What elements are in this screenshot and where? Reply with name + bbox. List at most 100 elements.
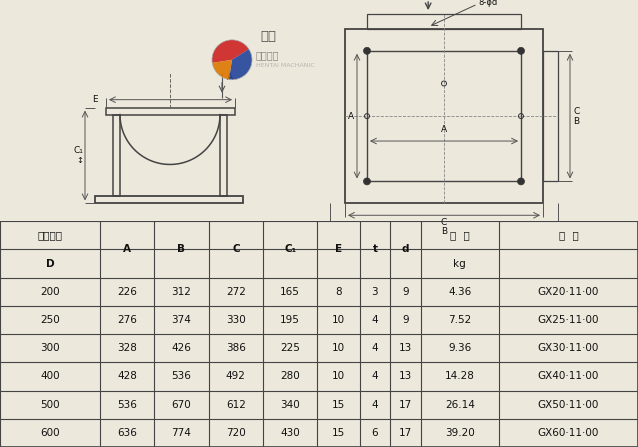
Text: 螺旋直徑: 螺旋直徑 bbox=[38, 230, 63, 240]
Text: 600: 600 bbox=[40, 428, 60, 438]
Text: HENTAI MACHANIC: HENTAI MACHANIC bbox=[256, 63, 315, 68]
Text: C: C bbox=[232, 245, 240, 254]
Text: 430: 430 bbox=[280, 428, 300, 438]
Text: 612: 612 bbox=[226, 400, 246, 409]
Text: 340: 340 bbox=[280, 400, 300, 409]
Text: B: B bbox=[441, 227, 447, 236]
Text: 492: 492 bbox=[226, 371, 246, 381]
Text: 250: 250 bbox=[40, 315, 60, 325]
Text: 312: 312 bbox=[172, 287, 191, 297]
Text: GX60·11·00: GX60·11·00 bbox=[538, 428, 599, 438]
Text: 15: 15 bbox=[332, 428, 345, 438]
Text: GX25·11·00: GX25·11·00 bbox=[538, 315, 599, 325]
Polygon shape bbox=[229, 49, 252, 80]
Text: D: D bbox=[46, 259, 54, 269]
Text: 17: 17 bbox=[399, 400, 412, 409]
Circle shape bbox=[364, 178, 371, 185]
Text: 4: 4 bbox=[372, 315, 378, 325]
Text: 328: 328 bbox=[117, 343, 137, 353]
Text: 670: 670 bbox=[172, 400, 191, 409]
Bar bbox=[106, 108, 235, 114]
Text: 9.36: 9.36 bbox=[448, 343, 471, 353]
Text: 426: 426 bbox=[172, 343, 191, 353]
Text: 720: 720 bbox=[226, 428, 246, 438]
Text: 26.14: 26.14 bbox=[445, 400, 475, 409]
Text: 17: 17 bbox=[399, 428, 412, 438]
Text: GX20·11·00: GX20·11·00 bbox=[538, 287, 599, 297]
Text: 10: 10 bbox=[332, 343, 345, 353]
Text: B: B bbox=[573, 117, 579, 126]
Text: C₁: C₁ bbox=[284, 245, 296, 254]
Circle shape bbox=[364, 47, 371, 55]
Text: 386: 386 bbox=[226, 343, 246, 353]
Text: GX30·11·00: GX30·11·00 bbox=[538, 343, 599, 353]
Text: 280: 280 bbox=[280, 371, 300, 381]
Text: C: C bbox=[573, 107, 579, 116]
Text: B: B bbox=[177, 245, 186, 254]
Text: 4.36: 4.36 bbox=[448, 287, 471, 297]
Text: 226: 226 bbox=[117, 287, 137, 297]
Text: 276: 276 bbox=[117, 315, 137, 325]
Text: C₁: C₁ bbox=[73, 146, 83, 155]
Text: 4: 4 bbox=[372, 343, 378, 353]
Text: 15: 15 bbox=[332, 400, 345, 409]
Text: 13: 13 bbox=[399, 343, 412, 353]
Bar bbox=[345, 29, 543, 203]
Polygon shape bbox=[212, 60, 232, 80]
Text: E: E bbox=[335, 245, 342, 254]
Text: E: E bbox=[93, 95, 98, 104]
Text: 7.52: 7.52 bbox=[448, 315, 471, 325]
Bar bbox=[113, 114, 120, 196]
Bar bbox=[95, 196, 243, 203]
Text: 225: 225 bbox=[280, 343, 300, 353]
Text: A: A bbox=[348, 112, 354, 121]
Text: A: A bbox=[441, 125, 447, 134]
Text: 400: 400 bbox=[40, 371, 60, 381]
Text: 165: 165 bbox=[280, 287, 300, 297]
Text: A: A bbox=[123, 245, 131, 254]
Text: GX50·11·00: GX50·11·00 bbox=[538, 400, 599, 409]
Text: 330: 330 bbox=[226, 315, 246, 325]
Text: 200: 200 bbox=[40, 287, 60, 297]
Text: 4: 4 bbox=[372, 400, 378, 409]
Text: GX40·11·00: GX40·11·00 bbox=[538, 371, 599, 381]
Circle shape bbox=[517, 47, 524, 55]
Text: 6: 6 bbox=[372, 428, 378, 438]
Text: 536: 536 bbox=[117, 400, 137, 409]
Text: 195: 195 bbox=[280, 315, 300, 325]
Text: 636: 636 bbox=[117, 428, 137, 438]
Text: 39.20: 39.20 bbox=[445, 428, 475, 438]
Text: 3: 3 bbox=[372, 287, 378, 297]
Text: kg: kg bbox=[454, 259, 466, 269]
Text: 重  量: 重 量 bbox=[450, 230, 470, 240]
Text: 8: 8 bbox=[336, 287, 342, 297]
Text: C: C bbox=[441, 218, 447, 227]
Text: 774: 774 bbox=[172, 428, 191, 438]
Text: 圖  號: 圖 號 bbox=[558, 230, 578, 240]
Text: 10: 10 bbox=[332, 371, 345, 381]
Text: 272: 272 bbox=[226, 287, 246, 297]
Polygon shape bbox=[212, 40, 249, 63]
Text: 428: 428 bbox=[117, 371, 137, 381]
Text: 表四: 表四 bbox=[260, 30, 276, 43]
Text: 374: 374 bbox=[172, 315, 191, 325]
Text: 振泰机械: 振泰机械 bbox=[256, 50, 279, 60]
Bar bbox=[367, 14, 521, 29]
Text: t: t bbox=[373, 245, 378, 254]
Bar bbox=[220, 114, 227, 196]
Text: 10: 10 bbox=[332, 315, 345, 325]
Text: d: d bbox=[401, 245, 409, 254]
Text: ↕: ↕ bbox=[76, 156, 83, 165]
Bar bbox=[367, 51, 521, 181]
Text: 500: 500 bbox=[40, 400, 60, 409]
Text: 13: 13 bbox=[399, 371, 412, 381]
Text: 9: 9 bbox=[402, 287, 409, 297]
Text: 8-φd: 8-φd bbox=[478, 0, 498, 8]
Text: A: A bbox=[227, 73, 233, 82]
Text: 536: 536 bbox=[172, 371, 191, 381]
Text: 300: 300 bbox=[40, 343, 60, 353]
Text: 14.28: 14.28 bbox=[445, 371, 475, 381]
Bar bbox=[543, 51, 558, 181]
Text: 9: 9 bbox=[402, 315, 409, 325]
Text: 4: 4 bbox=[372, 371, 378, 381]
